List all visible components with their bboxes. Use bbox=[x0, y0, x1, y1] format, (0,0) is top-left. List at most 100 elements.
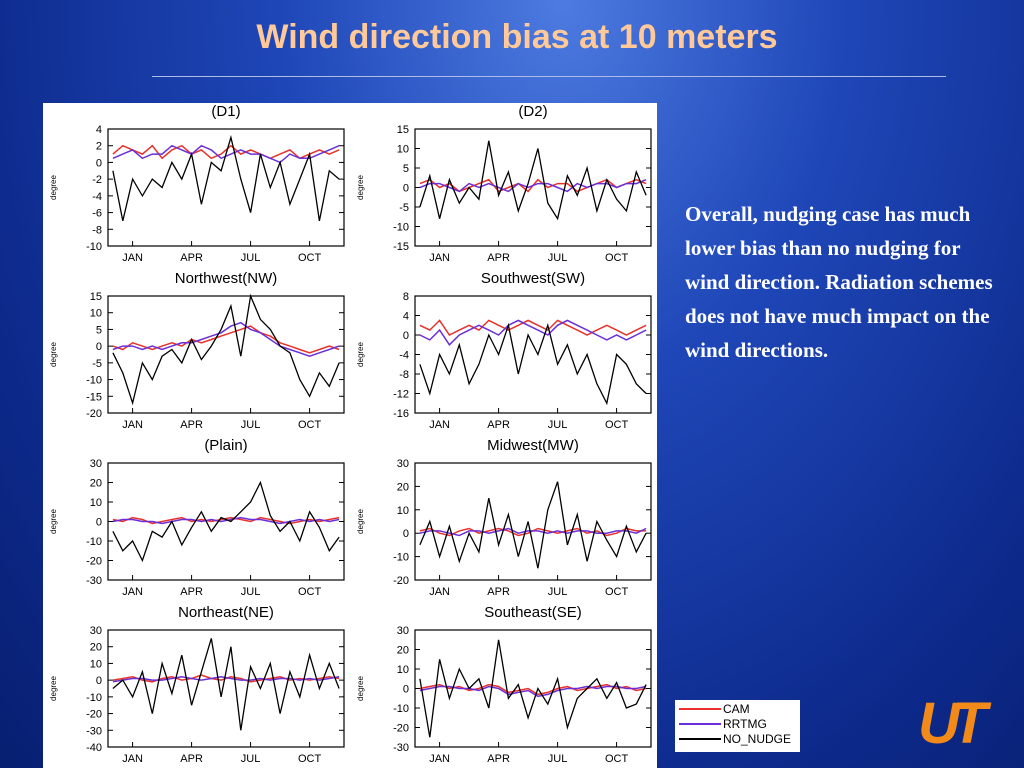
x-tick-label: JUL bbox=[241, 586, 261, 598]
y-tick-label: -20 bbox=[86, 556, 102, 568]
series-line bbox=[112, 516, 340, 525]
x-tick-label: JAN bbox=[122, 586, 143, 598]
y-tick-label: -15 bbox=[393, 241, 409, 253]
series-line bbox=[112, 325, 340, 354]
y-tick-label: -12 bbox=[393, 389, 409, 401]
body-text: Overall, nudging case has much lower bia… bbox=[685, 202, 993, 362]
chart-title: (D2) bbox=[518, 103, 547, 120]
x-tick-label: OCT bbox=[605, 753, 629, 765]
chart-title: (Plain) bbox=[204, 437, 247, 454]
y-tick-label: 10 bbox=[397, 505, 409, 517]
chart-panel bbox=[43, 103, 657, 768]
x-tick-label: OCT bbox=[605, 419, 629, 431]
x-tick-label: JAN bbox=[122, 252, 143, 264]
legend-label: CAM bbox=[723, 702, 750, 716]
y-tick-label: 0 bbox=[96, 675, 102, 687]
y-tick-label: 0 bbox=[96, 341, 102, 353]
y-tick-label: 30 bbox=[90, 458, 102, 470]
y-tick-label: -30 bbox=[86, 725, 102, 737]
y-tick-label: -20 bbox=[86, 408, 102, 420]
x-tick-label: JUL bbox=[241, 419, 261, 431]
series-line bbox=[419, 319, 647, 346]
x-tick-label: JAN bbox=[429, 419, 450, 431]
x-tick-label: OCT bbox=[605, 586, 629, 598]
y-tick-label: 30 bbox=[397, 458, 409, 470]
y-tick-label: 30 bbox=[90, 625, 102, 637]
y-tick-label: -10 bbox=[86, 241, 102, 253]
y-tick-label: 15 bbox=[90, 291, 102, 303]
y-tick-label: 8 bbox=[403, 291, 409, 303]
x-tick-label: OCT bbox=[298, 419, 322, 431]
y-tick-label: 0 bbox=[403, 684, 409, 696]
y-tick-label: -4 bbox=[399, 350, 409, 362]
y-tick-label: -5 bbox=[399, 202, 409, 214]
series-line bbox=[112, 676, 340, 683]
y-tick-label: 10 bbox=[90, 308, 102, 320]
y-tick-label: -20 bbox=[393, 723, 409, 735]
chart-title: (D1) bbox=[211, 103, 240, 120]
y-tick-label: 4 bbox=[96, 124, 102, 136]
y-tick-label: -40 bbox=[86, 742, 102, 754]
y-tick-label: 0 bbox=[403, 528, 409, 540]
y-tick-label: -10 bbox=[393, 703, 409, 715]
x-tick-label: APR bbox=[487, 586, 510, 598]
y-tick-label: 10 bbox=[397, 144, 409, 156]
y-tick-label: 0 bbox=[96, 517, 102, 529]
y-tick-label: -10 bbox=[393, 222, 409, 234]
y-axis-label: degree bbox=[49, 175, 58, 200]
x-tick-label: JUL bbox=[548, 252, 568, 264]
y-tick-label: -4 bbox=[92, 191, 102, 203]
series-line bbox=[419, 683, 647, 696]
series-line bbox=[112, 293, 340, 406]
y-tick-label: 10 bbox=[90, 658, 102, 670]
series-line bbox=[112, 516, 340, 525]
chart-title: Southeast(SE) bbox=[484, 604, 582, 621]
x-tick-label: OCT bbox=[605, 252, 629, 264]
y-tick-label: -30 bbox=[393, 742, 409, 754]
chart-title: Northwest(NW) bbox=[175, 270, 278, 287]
series-line bbox=[419, 140, 647, 221]
plot-frame bbox=[414, 295, 652, 414]
y-tick-label: 0 bbox=[96, 157, 102, 169]
series-line bbox=[112, 134, 340, 222]
y-tick-label: 30 bbox=[397, 625, 409, 637]
x-tick-label: APR bbox=[487, 419, 510, 431]
x-tick-label: OCT bbox=[298, 586, 322, 598]
y-tick-label: 20 bbox=[90, 478, 102, 490]
x-tick-label: APR bbox=[487, 753, 510, 765]
x-tick-label: APR bbox=[180, 753, 203, 765]
y-tick-label: -30 bbox=[86, 575, 102, 587]
y-axis-label: degree bbox=[49, 509, 58, 534]
x-tick-label: APR bbox=[180, 586, 203, 598]
y-tick-label: 0 bbox=[403, 183, 409, 195]
series-line bbox=[419, 527, 647, 537]
y-tick-label: 5 bbox=[96, 324, 102, 336]
y-tick-label: -16 bbox=[393, 408, 409, 420]
y-tick-label: 2 bbox=[96, 141, 102, 153]
x-tick-label: JAN bbox=[122, 419, 143, 431]
y-tick-label: 5 bbox=[403, 163, 409, 175]
x-tick-label: JUL bbox=[548, 586, 568, 598]
y-tick-label: -20 bbox=[86, 709, 102, 721]
series-line bbox=[112, 480, 340, 563]
x-tick-label: APR bbox=[487, 252, 510, 264]
logo: UT bbox=[918, 691, 987, 756]
x-tick-label: JAN bbox=[429, 252, 450, 264]
y-tick-label: 4 bbox=[403, 311, 409, 323]
chart-title: Northeast(NE) bbox=[178, 604, 274, 621]
series-line bbox=[112, 321, 340, 357]
y-tick-label: -2 bbox=[92, 174, 102, 186]
x-tick-label: JUL bbox=[241, 753, 261, 765]
y-tick-label: -8 bbox=[92, 224, 102, 236]
y-tick-label: 0 bbox=[403, 330, 409, 342]
y-tick-label: 15 bbox=[397, 124, 409, 136]
y-tick-label: -5 bbox=[92, 358, 102, 370]
series-line bbox=[419, 481, 647, 569]
slide-title: Wind direction bias at 10 meters bbox=[256, 18, 778, 56]
x-tick-label: OCT bbox=[298, 753, 322, 765]
y-axis-label: degree bbox=[356, 676, 365, 701]
plot-frame bbox=[414, 462, 652, 581]
y-tick-label: -6 bbox=[92, 208, 102, 220]
x-tick-label: OCT bbox=[298, 252, 322, 264]
chart-title: Southwest(SW) bbox=[481, 270, 585, 287]
